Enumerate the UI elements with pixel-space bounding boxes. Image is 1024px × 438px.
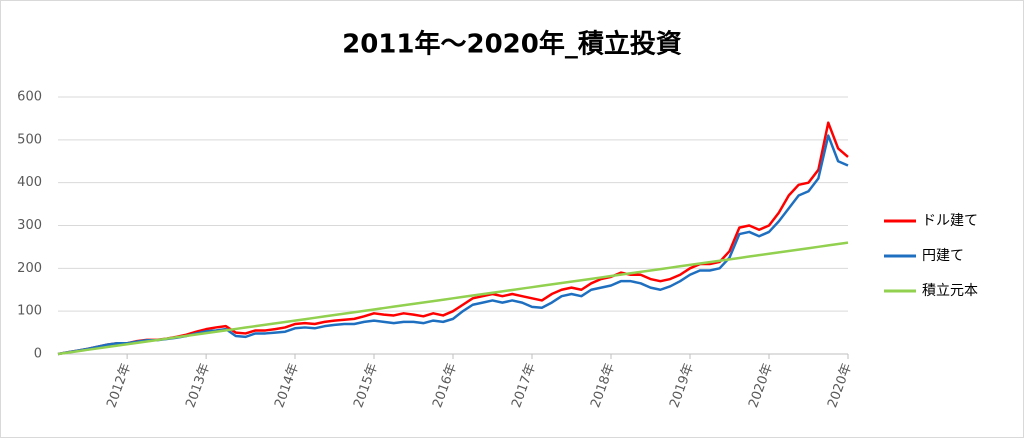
y-tick-label: 0 xyxy=(34,347,42,362)
legend-label: 円建て xyxy=(922,248,964,264)
y-tick-label: 400 xyxy=(17,175,42,190)
y-tick-label: 600 xyxy=(17,90,42,105)
y-tick-label: 500 xyxy=(17,132,42,147)
y-tick-label: 300 xyxy=(17,218,42,233)
chart-title: 2011年～2020年_積立投資 xyxy=(342,29,682,60)
legend-label: 積立元本 xyxy=(922,283,978,299)
series-line xyxy=(57,241,849,356)
series-line xyxy=(57,121,849,356)
legend-label: ドル建て xyxy=(922,213,978,229)
y-tick-label: 200 xyxy=(17,261,42,276)
y-tick-label: 100 xyxy=(17,304,42,319)
